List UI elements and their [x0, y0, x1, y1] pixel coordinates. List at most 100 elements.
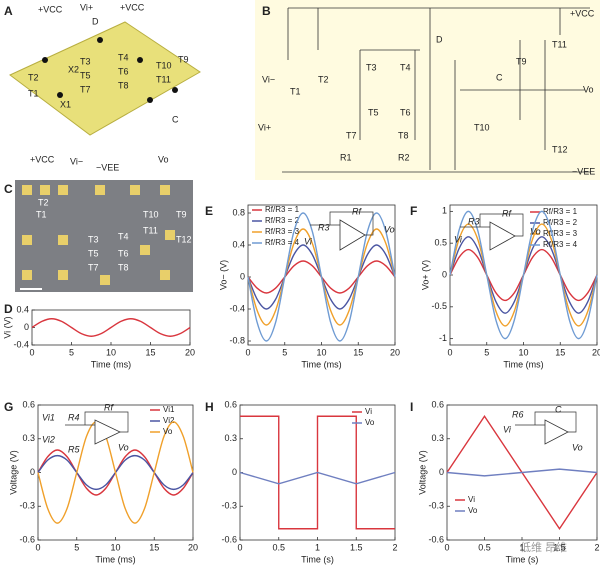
x-tick-label: 2 [594, 542, 599, 552]
chip-label: T4 [118, 52, 129, 62]
x-tick-label: 10 [110, 542, 120, 552]
chip-label: X2 [68, 64, 79, 74]
schematic-label: C [496, 72, 503, 82]
y-tick-label: -0.4 [13, 339, 29, 349]
electrode-pads [22, 185, 175, 285]
x-axis-label: Time (ms) [503, 359, 543, 369]
opamp-symbol [544, 419, 569, 445]
inset-label: R3 [318, 222, 330, 232]
y-tick-label: 0.3 [431, 433, 444, 443]
x-tick-label: 0 [29, 347, 34, 357]
device-label: T9 [176, 209, 187, 219]
chip-label: T7 [80, 84, 91, 94]
panel-letter: B [262, 4, 271, 18]
panel-letter: C [4, 182, 13, 196]
y-tick-label: -0.3 [19, 501, 35, 511]
y-tick-label: 0.6 [224, 399, 237, 409]
y-tick-label: 0.8 [232, 207, 245, 217]
schematic-label: T2 [318, 74, 329, 84]
x-tick-label: 10 [106, 347, 116, 357]
inset-label: Vi [454, 234, 463, 244]
chip-label: −VEE [96, 162, 119, 172]
legend-label: Vo [365, 418, 375, 427]
chip-node [147, 97, 153, 103]
schematic-label: T11 [552, 39, 567, 49]
y-tick-label: -0.3 [428, 501, 444, 511]
inset-label: Rf [104, 402, 114, 412]
scale-bar [20, 288, 42, 290]
device-label: T1 [36, 209, 47, 219]
y-tick-label: -0.4 [229, 303, 245, 313]
inset-label: R3 [468, 216, 480, 226]
chip-node [172, 87, 178, 93]
legend-label: Rf/R3 = 4 [265, 238, 300, 247]
y-tick-label: 0.3 [224, 433, 237, 443]
inset-label: Vi [304, 236, 313, 246]
y-tick-label: -0.6 [428, 534, 444, 544]
schematic-label: −VEE [572, 166, 595, 176]
x-tick-label: 20 [390, 347, 400, 357]
y-tick-label: -0.8 [229, 335, 245, 345]
line-series [239, 471, 396, 485]
inset-label: Rf [352, 206, 362, 216]
x-tick-label: 0 [447, 347, 452, 357]
inset-wires [460, 213, 524, 237]
x-tick-label: 0 [35, 542, 40, 552]
panel-letter: G [4, 400, 13, 414]
legend-label: Rf/R3 = 2 [543, 218, 578, 227]
x-tick-label: 0 [237, 542, 242, 552]
chip-label: Vi+ [80, 2, 93, 12]
chip-label: T5 [80, 70, 91, 80]
y-tick-label: -0.6 [19, 534, 35, 544]
y-tick-label: 0 [442, 269, 447, 279]
device-label: T10 [143, 209, 159, 219]
inset-label: Vi [503, 424, 512, 434]
panel-letter: D [4, 302, 13, 316]
x-tick-label: 5 [74, 542, 79, 552]
y-axis-label: Vi (V) [2, 316, 12, 338]
device-label: T11 [143, 225, 158, 235]
x-tick-label: 20 [188, 542, 198, 552]
panel-letter: H [205, 400, 214, 414]
chip-label: Vo [158, 154, 169, 164]
x-tick-label: 15 [149, 542, 159, 552]
chip-label: T10 [156, 60, 172, 70]
schematic-label: T8 [398, 130, 409, 140]
y-tick-label: 0.3 [22, 433, 35, 443]
schematic-label: Vi+ [258, 122, 271, 132]
device-label: T8 [118, 262, 129, 272]
y-tick-label: 0 [240, 271, 245, 281]
chip-label: T11 [156, 74, 171, 84]
legend-label: Vo [163, 427, 173, 436]
y-tick-label: 0 [24, 322, 29, 332]
x-tick-label: 0 [245, 347, 250, 357]
schematic-label: Vo [583, 84, 594, 94]
y-tick-label: 0 [30, 467, 35, 477]
device-label: T2 [38, 197, 49, 207]
chip-label: +VCC [120, 2, 145, 12]
inset-label: Vo [384, 224, 395, 234]
chip-label: T8 [118, 80, 129, 90]
device-label: T12 [176, 234, 192, 244]
y-axis-label: Vo− (V) [218, 260, 228, 290]
chip-label: X1 [60, 99, 71, 109]
inset-label: Vo [572, 442, 583, 452]
y-tick-label: 0.4 [16, 304, 29, 314]
x-tick-label: 0 [444, 542, 449, 552]
y-axis-label: Vo+ (V) [420, 260, 430, 290]
schematic-label: R1 [340, 152, 352, 162]
x-tick-label: 10 [316, 347, 326, 357]
x-tick-label: 5 [282, 347, 287, 357]
inset-label: Vo [530, 226, 541, 236]
y-tick-label: 0 [439, 467, 444, 477]
device-label: T3 [88, 234, 99, 244]
schematic-label: T10 [474, 122, 490, 132]
inset-label: Vi1 [42, 412, 55, 422]
chip-node [42, 57, 48, 63]
chip-node [137, 57, 143, 63]
panel-letter: F [410, 204, 417, 218]
x-tick-label: 15 [353, 347, 363, 357]
x-tick-label: 20 [592, 347, 600, 357]
schematic-label: T4 [400, 62, 411, 72]
